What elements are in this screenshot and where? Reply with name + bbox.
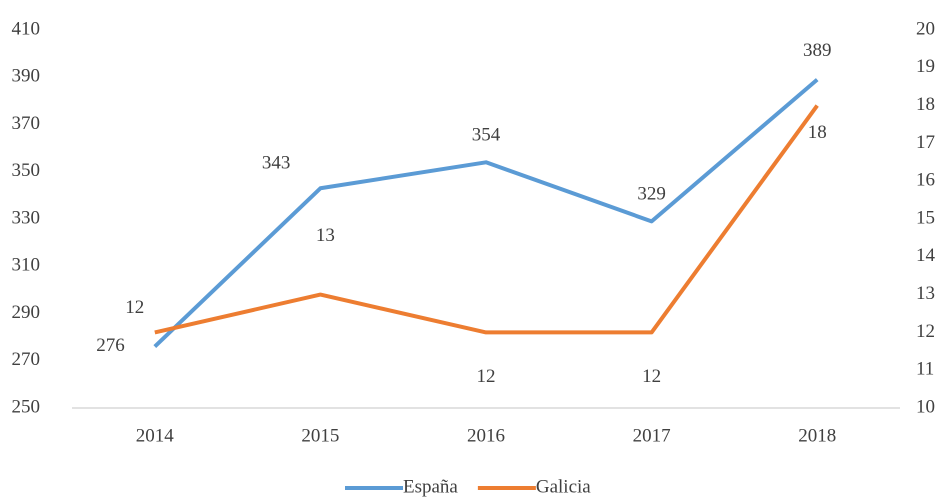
y2-tick-label: 10 <box>916 396 935 417</box>
data-label: 276 <box>96 335 125 356</box>
data-label: 354 <box>472 125 501 146</box>
y2-tick-label: 14 <box>916 245 936 266</box>
legend-label: Galicia <box>536 476 591 497</box>
data-label: 12 <box>125 297 144 318</box>
x-tick-label: 2018 <box>798 425 836 446</box>
data-label: 13 <box>316 225 335 246</box>
y2-tick-label: 13 <box>916 283 935 304</box>
legend-label: España <box>403 476 458 497</box>
y-tick-label: 410 <box>12 18 41 39</box>
y2-tick-label: 15 <box>916 207 935 228</box>
y-tick-label: 290 <box>12 302 41 323</box>
y2-tick-label: 18 <box>916 94 935 115</box>
data-label: 18 <box>808 122 827 143</box>
data-label: 329 <box>637 184 666 205</box>
y-tick-label: 370 <box>12 113 41 134</box>
data-label: 12 <box>477 366 496 387</box>
x-tick-label: 2014 <box>136 425 175 446</box>
y2-tick-label: 20 <box>916 18 935 39</box>
y-tick-label: 390 <box>12 66 41 87</box>
y-tick-label: 250 <box>12 396 41 417</box>
x-tick-label: 2015 <box>301 425 339 446</box>
data-label: 389 <box>803 40 832 61</box>
x-tick-label: 2016 <box>467 425 505 446</box>
y2-tick-label: 11 <box>916 359 934 380</box>
data-label: 343 <box>262 153 291 174</box>
y2-tick-label: 19 <box>916 56 935 77</box>
data-label: 12 <box>642 366 661 387</box>
y2-tick-label: 12 <box>916 321 935 342</box>
y2-tick-label: 17 <box>916 132 935 153</box>
series-line <box>154 104 819 335</box>
y-tick-label: 350 <box>12 160 41 181</box>
y-tick-label: 330 <box>12 207 41 228</box>
x-tick-label: 2017 <box>633 425 671 446</box>
y2-tick-label: 16 <box>916 170 935 191</box>
y-tick-label: 270 <box>12 349 41 370</box>
y-tick-label: 310 <box>12 255 41 276</box>
series-line <box>153 78 819 349</box>
